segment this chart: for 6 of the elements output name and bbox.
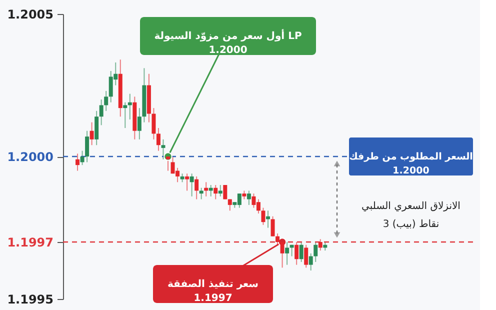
y-tick-label: 1.2000 (7, 150, 54, 164)
text: الانزلاق السعري السلبي 3 نقاط (بيب) (362, 201, 460, 230)
y-tick-label: 1.1997 (7, 236, 54, 250)
candlestick (223, 184, 228, 200)
y-tick-label: 1.1995 (7, 292, 54, 306)
y-tick-label: 1.2005 (7, 8, 54, 22)
